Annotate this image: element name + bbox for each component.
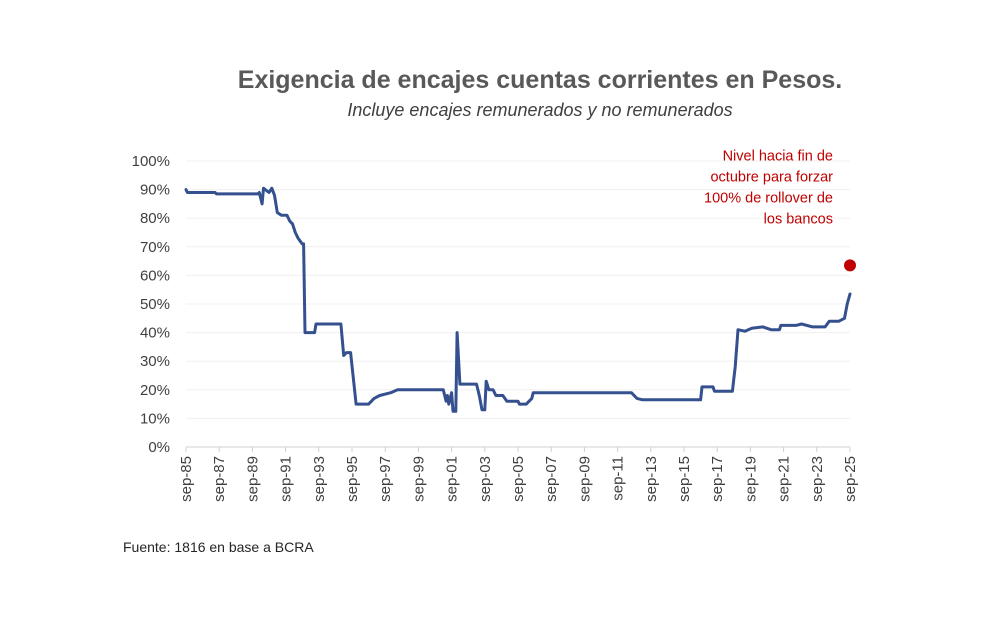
target-marker xyxy=(844,259,856,272)
y-tick-label: 60% xyxy=(140,267,170,284)
series-line xyxy=(184,186,852,413)
annotation-line: 100% de rollover de xyxy=(704,190,833,206)
annotation-line: Nivel hacia fin de xyxy=(723,148,833,164)
chart-subtitle: Incluye encajes remunerados y no remuner… xyxy=(347,100,733,120)
x-tick-label: sep-19 xyxy=(742,456,759,502)
x-tick-label: sep-97 xyxy=(377,456,394,502)
x-tick-label: sep-11 xyxy=(610,456,627,501)
chart-title: Exigencia de encajes cuentas corrientes … xyxy=(237,66,843,94)
x-tick-label: sep-99 xyxy=(410,456,427,502)
y-tick-label: 90% xyxy=(140,182,170,199)
annotation-line: los bancos xyxy=(764,211,833,227)
y-tick-label: 10% xyxy=(140,410,170,427)
x-tick-label: sep-09 xyxy=(576,456,593,502)
x-tick-label: sep-15 xyxy=(676,456,693,502)
gridlines xyxy=(186,160,850,419)
y-tick-label: 50% xyxy=(140,296,170,313)
x-tick-label: sep-85 xyxy=(178,456,195,502)
x-tick-label: sep-23 xyxy=(809,456,826,502)
annotation-group: Nivel hacia fin de octubre para forzar 100… xyxy=(704,148,856,272)
x-tick-label: sep-25 xyxy=(842,456,859,502)
y-axis-ticks: 0% 10% 20% 30% 40% 50% 60% 70% 80% 90% 100% xyxy=(132,153,170,456)
x-axis-ticks: sep-85 sep-87 sep-89 sep-91 sep-93 sep-95 sep-… xyxy=(178,447,859,502)
source-note: Fuente: 1816 en base a BCRA xyxy=(123,539,314,555)
annotation-line: octubre para forzar xyxy=(710,169,833,185)
x-tick-label: sep-07 xyxy=(543,456,560,502)
x-tick-label: sep-87 xyxy=(211,456,228,502)
y-tick-label: 70% xyxy=(140,239,170,256)
x-tick-label: sep-93 xyxy=(311,456,328,502)
x-tick-label: sep-05 xyxy=(510,456,527,502)
x-tick-label: sep-91 xyxy=(278,456,295,502)
y-tick-label: 40% xyxy=(140,325,170,342)
x-tick-label: sep-13 xyxy=(643,456,660,502)
x-tick-label: sep-95 xyxy=(344,456,361,502)
x-tick-label: sep-17 xyxy=(709,456,726,502)
x-tick-label: sep-01 xyxy=(444,456,461,502)
series-group xyxy=(184,186,852,413)
y-tick-label: 80% xyxy=(140,210,170,227)
y-tick-label: 30% xyxy=(140,353,170,370)
y-tick-label: 0% xyxy=(148,439,170,456)
x-tick-label: sep-21 xyxy=(776,456,793,502)
y-tick-label: 100% xyxy=(132,153,170,170)
y-tick-label: 20% xyxy=(140,382,170,399)
x-tick-label: sep-03 xyxy=(477,456,494,502)
x-tick-label: sep-89 xyxy=(244,456,261,502)
